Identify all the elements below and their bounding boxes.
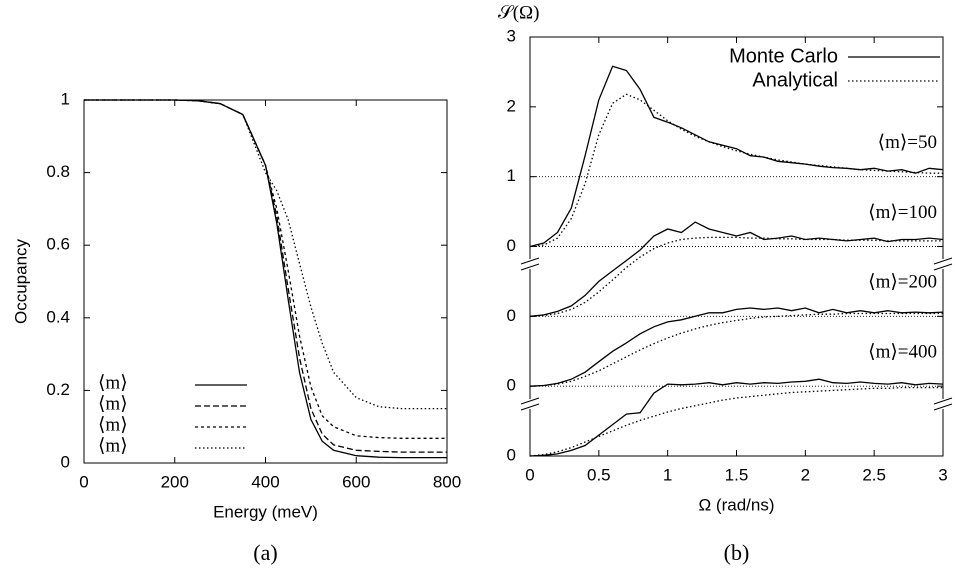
series-line xyxy=(529,221,944,317)
legend-label: Monte Carlo xyxy=(729,45,838,67)
y-tick-label: 0 xyxy=(507,376,516,395)
axis-break xyxy=(520,257,540,265)
axis-break xyxy=(522,259,538,269)
y-tick-label: 3 xyxy=(507,26,516,45)
series-line xyxy=(529,65,944,248)
series-line xyxy=(529,307,944,387)
legend-label: ⟨m⟩ xyxy=(98,372,128,393)
axis-break xyxy=(933,397,953,405)
y-tick-label: 0.6 xyxy=(46,235,70,254)
axis-break xyxy=(935,259,951,269)
legend-label: ⟨m⟩ xyxy=(98,414,128,435)
series-line xyxy=(529,312,943,387)
x-tick-label: 0 xyxy=(79,472,88,491)
axis-break xyxy=(933,403,953,411)
series-line xyxy=(84,99,447,453)
y-axis-label: 𝒮(Ω) xyxy=(498,2,539,23)
axis-break xyxy=(933,263,953,271)
y-tick-label: 2 xyxy=(507,96,516,115)
x-axis-label: Energy (meV) xyxy=(213,502,318,521)
curve-label: ⟨m⟩=400 xyxy=(868,342,937,363)
legend-label: ⟨m⟩ xyxy=(98,393,128,414)
x-tick-label: 0 xyxy=(525,465,534,484)
x-axis-label: Ω (rad/ns) xyxy=(698,495,774,514)
x-tick-label: 200 xyxy=(161,472,189,491)
x-tick-label: 2.5 xyxy=(862,465,886,484)
legend-label: Analytical xyxy=(752,69,838,91)
y-tick-label: 1 xyxy=(61,89,70,108)
axis-break xyxy=(520,263,540,271)
y-tick-label: 0 xyxy=(507,445,516,464)
x-tick-label: 400 xyxy=(251,472,279,491)
series-line xyxy=(529,236,943,317)
y-tick-label: 0 xyxy=(507,236,516,255)
series-line xyxy=(529,378,944,457)
series-line xyxy=(84,99,447,439)
x-tick-label: 2 xyxy=(801,465,810,484)
series-line xyxy=(84,99,447,410)
axis-break xyxy=(520,397,540,405)
caption: (b) xyxy=(724,540,750,565)
x-tick-label: 800 xyxy=(433,472,461,491)
axis-break xyxy=(935,399,951,409)
legend-label: ⟨m⟩ xyxy=(98,435,128,456)
axis-break xyxy=(933,257,953,265)
curve-label: ⟨m⟩=200 xyxy=(868,272,937,293)
x-tick-label: 1.5 xyxy=(725,465,749,484)
series-line xyxy=(84,99,447,459)
y-tick-label: 0 xyxy=(61,452,70,471)
y-tick-label: 1 xyxy=(507,166,516,185)
x-tick-label: 3 xyxy=(938,465,947,484)
y-tick-label: 0.2 xyxy=(46,380,70,399)
y-tick-label: 0.4 xyxy=(46,307,70,326)
curve-label: ⟨m⟩=100 xyxy=(868,202,937,223)
plot-frame xyxy=(83,99,448,464)
y-axis-label: Occupancy xyxy=(11,238,30,324)
y-tick-label: 0 xyxy=(507,306,516,325)
x-tick-label: 1 xyxy=(663,465,672,484)
axis-break xyxy=(522,399,538,409)
axis-break xyxy=(520,403,540,411)
y-tick-label: 0.8 xyxy=(46,162,70,181)
series-line xyxy=(529,386,943,457)
curve-label: ⟨m⟩=50 xyxy=(878,132,937,153)
x-tick-label: 0.5 xyxy=(587,465,611,484)
series-line xyxy=(529,93,943,248)
x-tick-label: 600 xyxy=(342,472,370,491)
caption: (a) xyxy=(253,540,277,565)
